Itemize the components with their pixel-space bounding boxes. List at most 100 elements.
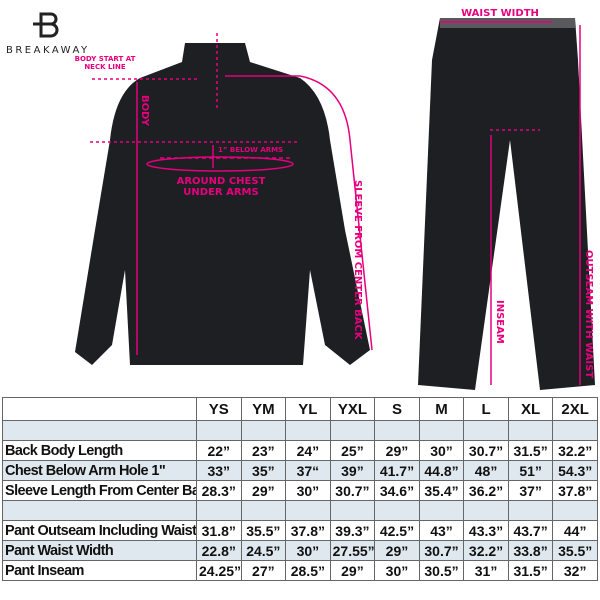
measurement-cell: 22” [196, 440, 242, 461]
table-row: Pant Waist Width 22.8” 24.5” 30” 27.55” 29” 30… [2, 540, 598, 561]
measurement-cell [552, 500, 598, 521]
measurement-cell [285, 420, 331, 441]
body-start-label: BODY START AT NECK LINE [74, 55, 136, 71]
measurement-cell: 32.2” [463, 540, 509, 561]
measurement-cell: 30” [418, 440, 465, 461]
measurement-cell: 25” [329, 440, 376, 461]
measurement-cell: 37” [507, 480, 554, 501]
table-row: Pant Outseam Including Waist 31.8” 35.5” 37… [2, 520, 598, 541]
measurement-cell: 41.7” [374, 460, 420, 481]
measurement-cell [240, 420, 287, 441]
measurement-cell [552, 420, 598, 441]
measurement-cell [196, 500, 242, 521]
size-header-ym: YM [240, 397, 287, 421]
header-blank [2, 397, 197, 421]
below-arms-label: 1” BELOW ARMS [218, 146, 284, 154]
size-header-ys: YS [196, 397, 242, 421]
measurement-cell: 33” [196, 460, 242, 481]
measurement-cell: 29” [329, 560, 376, 581]
measurement-cell [418, 420, 465, 441]
measurement-cell: 31” [463, 560, 509, 581]
row-label: Back Body Length [2, 440, 197, 461]
breakaway-logo-icon [33, 12, 59, 38]
measurement-cell: 24.5” [240, 540, 287, 561]
measurement-cell: 30” [285, 540, 331, 561]
size-header-row: YS YM YL YXL S M L XL 2XL [2, 397, 598, 421]
measurement-cell: 37.8” [552, 480, 598, 501]
table-row: Sleeve Length From Center Back 28.3” 29” 30… [2, 480, 598, 501]
measurement-cell: 42.5” [374, 520, 420, 541]
row-label: Pant Outseam Including Waist [2, 520, 197, 541]
measurement-cell: 27.55” [329, 540, 376, 561]
inseam-label: INSEAM [494, 300, 505, 344]
measurement-cell: 32” [552, 560, 598, 581]
measurement-cell: 30” [285, 480, 331, 501]
outseam-label: OUTSEAM WITH WAIST [583, 250, 594, 379]
measurement-cell: 29” [374, 440, 420, 461]
size-header-2xl: 2XL [552, 397, 598, 421]
measurement-cell: 33.8” [507, 540, 554, 561]
measurement-cell: 29” [374, 540, 420, 561]
brand-name: BREAKAWAY [6, 45, 90, 56]
measurement-cell: 36.2” [463, 480, 509, 501]
table-row: Pant Inseam 24.25” 27” 28.5” 29” 30” 30.5” 31” 3… [2, 560, 598, 581]
measurement-cell: 30.5” [418, 560, 465, 581]
spacer-row [2, 500, 598, 521]
jacket [75, 43, 370, 365]
measurement-cell: 31.8” [196, 520, 242, 541]
brand-logo: BREAKAWAY [6, 12, 90, 56]
measurement-cell [285, 500, 331, 521]
measurement-cell: 31.5” [507, 560, 554, 581]
size-header-yl: YL [285, 397, 331, 421]
measurement-cell [507, 420, 554, 441]
row-label: Chest Below Arm Hole 1" [2, 460, 197, 481]
measurement-cell [240, 500, 287, 521]
row-label [2, 420, 197, 441]
measurement-cell: 43” [418, 520, 465, 541]
table-row: Back Body Length 22” 23” 24” 25” 29” 30” 30.7” 3… [2, 440, 598, 461]
around-chest-label: AROUND CHEST UNDER ARMS [176, 176, 266, 198]
measurement-cell: 30” [374, 560, 420, 581]
measurement-cell: 28.3” [196, 480, 242, 501]
measurement-cell: 35.5” [552, 540, 598, 561]
table-row: Chest Below Arm Hole 1" 33” 35” 37“ 39” 41.7”… [2, 460, 598, 481]
sleeve-label: SLEEVE FROM CENTER BACK [352, 180, 363, 340]
measurement-cell: 28.5” [285, 560, 331, 581]
measurement-cell [507, 500, 554, 521]
measurement-cell: 44” [552, 520, 598, 541]
measurement-cell: 22.8” [196, 540, 242, 561]
measurement-cell [463, 420, 509, 441]
measurement-cell: 24.25” [196, 560, 242, 581]
measurement-cell: 32.2” [552, 440, 598, 461]
measurement-cell: 39” [329, 460, 376, 481]
pants [418, 18, 595, 390]
measurement-cell: 30.7” [463, 440, 509, 461]
measurement-cell [374, 420, 420, 441]
spacer-row [2, 420, 598, 441]
measurement-cell [418, 500, 465, 521]
measurement-cell: 31.5” [507, 440, 554, 461]
size-chart-table: YS YM YL YXL S M L XL 2XL Back Body Length 22” 23”… [2, 397, 598, 581]
measurement-cell: 43.7” [507, 520, 554, 541]
size-header-l: L [463, 397, 509, 421]
row-label [2, 500, 197, 521]
measurement-cell: 29” [240, 480, 287, 501]
measurement-cell: 27” [240, 560, 287, 581]
row-label: Sleeve Length From Center Back [2, 480, 197, 501]
measurement-cell: 39.3” [329, 520, 376, 541]
measurement-cell [196, 420, 242, 441]
body-label: BODY [139, 95, 150, 126]
measurement-cell [463, 500, 509, 521]
measurement-cell: 43.3” [463, 520, 509, 541]
measurement-cell: 35.4” [418, 480, 465, 501]
row-label: Pant Waist Width [2, 540, 197, 561]
measurement-cell: 35.5” [240, 520, 287, 541]
size-header-s: S [374, 397, 420, 421]
waist-width-label: WAIST WIDTH [461, 8, 539, 19]
measurement-cell: 37“ [285, 460, 331, 481]
size-header-m: M [418, 397, 465, 421]
measurement-cell: 30.7” [329, 480, 376, 501]
measurement-cell: 24” [285, 440, 331, 461]
size-header-xl: XL [507, 397, 554, 421]
measurement-cell: 23” [240, 440, 287, 461]
